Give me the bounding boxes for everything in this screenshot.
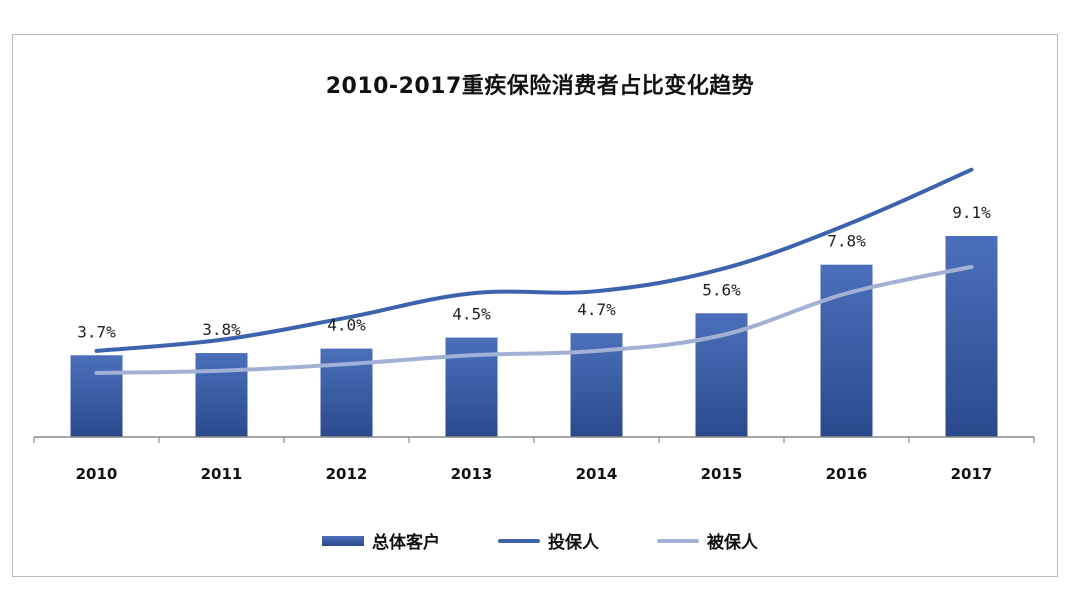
bar-data-label-2016: 7.8% (827, 232, 866, 251)
legend-item-overall: 总体客户 (322, 528, 440, 553)
bar-data-label-2013: 4.5% (452, 305, 491, 324)
legend-item-insured: 被保人 (657, 528, 758, 553)
bar-data-label-2017: 9.1% (952, 203, 991, 222)
bar-data-label-2015: 5.6% (702, 280, 741, 299)
x-tick-label-2015: 2015 (701, 465, 743, 483)
x-tick-label-2014: 2014 (576, 465, 618, 483)
bar-data-label-2012: 4.0% (327, 316, 366, 335)
x-tick-label-2010: 2010 (76, 465, 118, 483)
x-tick-label-2017: 2017 (951, 465, 993, 483)
legend-swatch-overall (322, 535, 364, 546)
legend-label-policyholder: 投保人 (548, 533, 599, 553)
x-tick-label-2012: 2012 (326, 465, 368, 483)
chart-title: 2010-2017重疾保险消费者占比变化趋势 (325, 74, 755, 99)
legend-swatch-insured (657, 538, 699, 543)
series-line-insured (94, 264, 974, 375)
bar-2010 (70, 355, 123, 437)
series-line-policyholder (94, 167, 974, 353)
x-tick-label-2013: 2013 (451, 465, 493, 483)
legend: 总体客户 投保人 被保人 (0, 528, 1080, 553)
bar-data-label-2014: 4.7% (577, 300, 616, 319)
legend-label-overall: 总体客户 (372, 533, 440, 553)
x-tick-label-2016: 2016 (826, 465, 868, 483)
bar-data-label-2011: 3.8% (202, 320, 241, 339)
bar-2013 (445, 337, 498, 437)
chart-frame (12, 34, 1058, 577)
legend-swatch-policyholder (498, 538, 540, 543)
bar-2011 (195, 353, 248, 437)
legend-item-policyholder: 投保人 (498, 528, 599, 553)
x-tick-label-2011: 2011 (201, 465, 243, 483)
legend-label-insured: 被保人 (707, 533, 758, 553)
bar-data-label-2010: 3.7% (77, 322, 116, 341)
